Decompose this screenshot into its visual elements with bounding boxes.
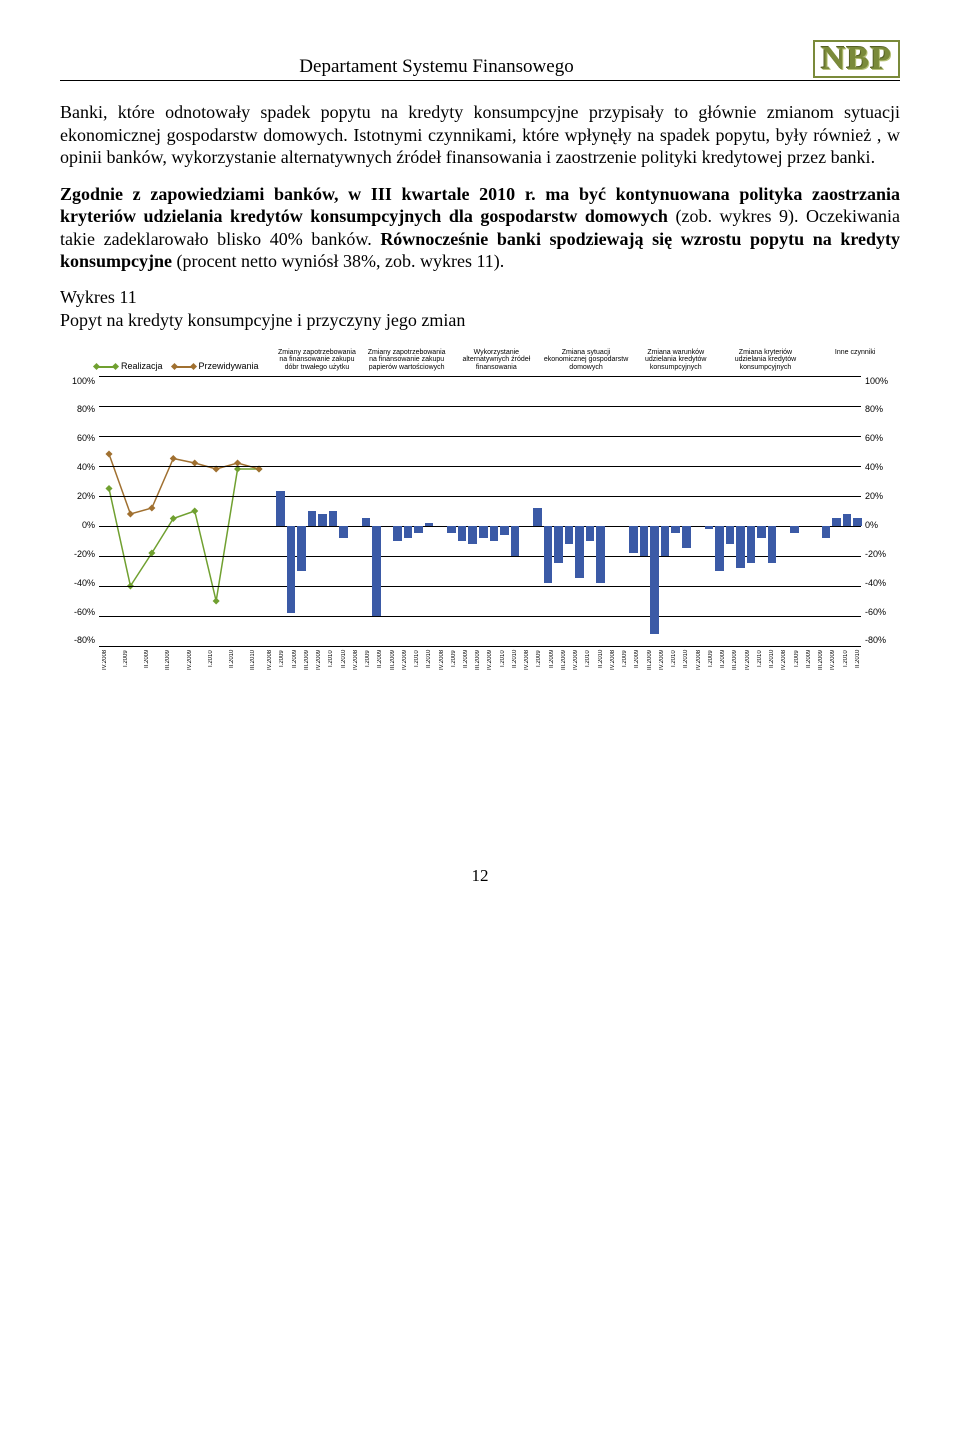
group-header: Zmiana warunków udzielania kredytów kons… <box>631 349 721 372</box>
group-headers: Zmiany zapotrzebowania na finansowanie z… <box>272 349 900 372</box>
legend-marker-pred <box>173 366 195 368</box>
chart: Realizacja Przewidywania Zmiany zapotrze… <box>60 349 900 686</box>
body-text: Banki, które odnotowały spadek popytu na… <box>60 101 900 273</box>
legend-label-real: Realizacja <box>121 362 163 372</box>
group-header: Inne czynniki <box>810 349 900 372</box>
legend-marker-real <box>95 366 117 368</box>
group-header: Zmiany zapotrzebowania na finansowanie z… <box>272 349 362 372</box>
y-axis-left: 100%80%60%40%20%0%-20%-40%-60%-80% <box>60 376 99 646</box>
dept-name: Departament Systemu Finansowego <box>60 56 813 78</box>
line-chart <box>99 376 269 646</box>
page-number: 12 <box>60 866 900 886</box>
plot-area <box>99 376 861 646</box>
figure-number: Wykres 11 <box>60 287 900 308</box>
para-2d: (procent netto wyniósł 38%, zob. wykres … <box>177 251 505 271</box>
y-axis-right: 100%80%60%40%20%0%-20%-40%-60%-80% <box>861 376 900 646</box>
group-header: Zmiana sytuacji ekonomicznej gospodarstw… <box>541 349 631 372</box>
page-header: Departament Systemu Finansowego NBP <box>60 40 900 81</box>
group-header: Wykorzystanie alternatywnych źródeł fina… <box>451 349 541 372</box>
series-legend: Realizacja Przewidywania <box>60 362 272 372</box>
group-header: Zmiany zapotrzebowania na finansowanie z… <box>362 349 452 372</box>
legend-label-pred: Przewidywania <box>199 362 259 372</box>
group-header: Zmiana kryteriów udzielania kredytów kon… <box>721 349 811 372</box>
figure-caption: Popyt na kredyty konsumpcyjne i przyczyn… <box>60 310 900 331</box>
nbp-logo: NBP <box>813 40 900 78</box>
x-axis: IV.2008I.2009II.2009III.2009IV.2009I.201… <box>95 650 865 686</box>
